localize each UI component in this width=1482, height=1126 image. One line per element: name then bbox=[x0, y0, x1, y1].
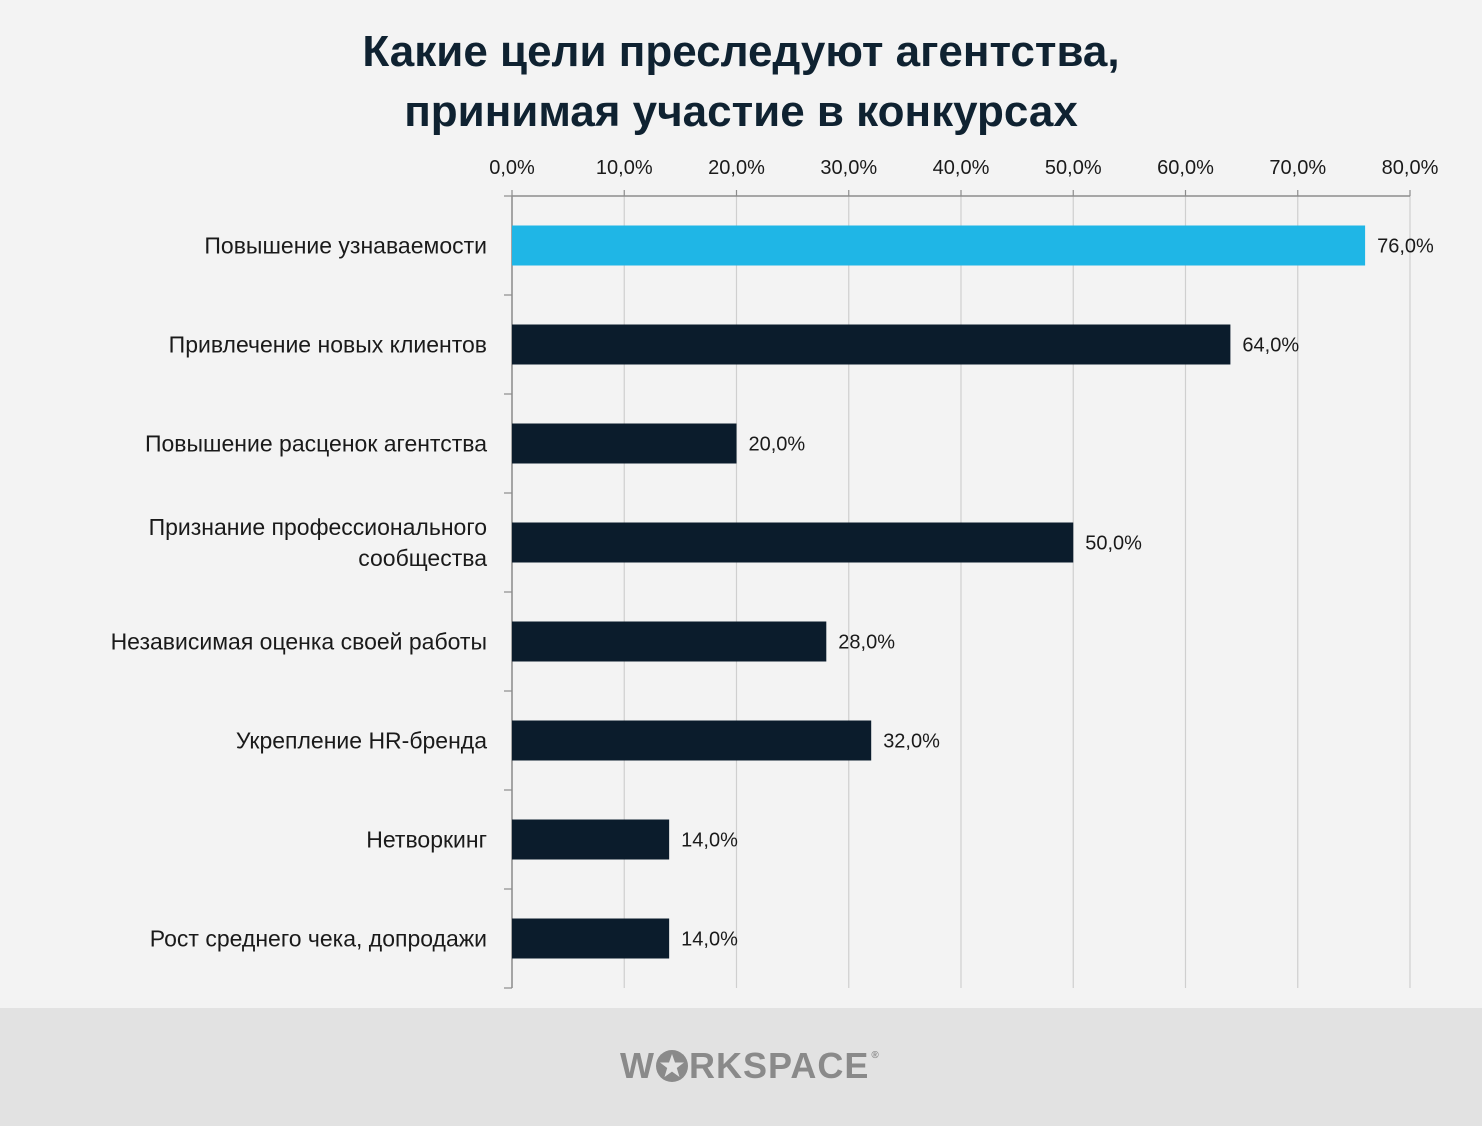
data-label: 20,0% bbox=[749, 434, 806, 456]
category-label: сообщества bbox=[358, 545, 487, 571]
category-label: Привлечение новых клиентов bbox=[169, 332, 487, 358]
workspace-logo: W RKSPACE ® bbox=[620, 1042, 880, 1090]
x-tick-label: 20,0% bbox=[708, 157, 765, 179]
chart-title-line-2: принимая участие в конкурсах bbox=[404, 87, 1078, 136]
x-tick-label: 30,0% bbox=[820, 157, 877, 179]
category-label: Повышение узнаваемости bbox=[204, 233, 487, 259]
bar bbox=[512, 522, 1074, 563]
x-tick-label: 70,0% bbox=[1269, 157, 1326, 179]
data-label: 28,0% bbox=[838, 632, 895, 654]
category-label: Признание профессионального bbox=[149, 514, 487, 540]
data-label: 50,0% bbox=[1085, 533, 1142, 555]
x-tick-label: 10,0% bbox=[596, 157, 653, 179]
category-label: Повышение расценок агентства bbox=[145, 431, 487, 457]
logo-registered-mark: ® bbox=[871, 1050, 880, 1061]
category-label: Укрепление HR-бренда bbox=[236, 728, 487, 754]
bar bbox=[512, 621, 827, 662]
data-label: 32,0% bbox=[883, 731, 940, 753]
category-label: Нетворкинг bbox=[366, 827, 487, 853]
bar bbox=[512, 225, 1366, 266]
bar bbox=[512, 819, 670, 860]
data-label: 64,0% bbox=[1242, 335, 1299, 357]
bar bbox=[512, 324, 1231, 365]
chart-title-line-1: Какие цели преследуют агентства, bbox=[362, 27, 1120, 76]
data-label: 14,0% bbox=[681, 929, 738, 951]
category-label: Рост среднего чека, допродажи bbox=[150, 926, 487, 952]
chart-title: Какие цели преследуют агентства, принима… bbox=[0, 22, 1482, 142]
x-tick-label: 60,0% bbox=[1157, 157, 1214, 179]
x-tick-label: 0,0% bbox=[489, 157, 535, 179]
bar bbox=[512, 423, 737, 464]
logo-text-suffix: RKSPACE bbox=[688, 1045, 870, 1086]
data-label: 76,0% bbox=[1377, 236, 1434, 258]
x-tick-label: 40,0% bbox=[933, 157, 990, 179]
x-tick-label: 80,0% bbox=[1382, 157, 1439, 179]
bar bbox=[512, 720, 872, 761]
category-label: Независимая оценка своей работы bbox=[111, 629, 487, 655]
x-tick-label: 50,0% bbox=[1045, 157, 1102, 179]
data-label: 14,0% bbox=[681, 830, 738, 852]
star-o-icon bbox=[655, 1050, 688, 1082]
logo-text-prefix: W bbox=[620, 1045, 655, 1086]
bar bbox=[512, 918, 670, 959]
bar-chart: 0,0% 10,0% 20,0% 30,0% 40,0% 50,0% 60,0% 70,0% 8… bbox=[111, 157, 1439, 989]
footer bbox=[0, 1008, 1482, 1126]
